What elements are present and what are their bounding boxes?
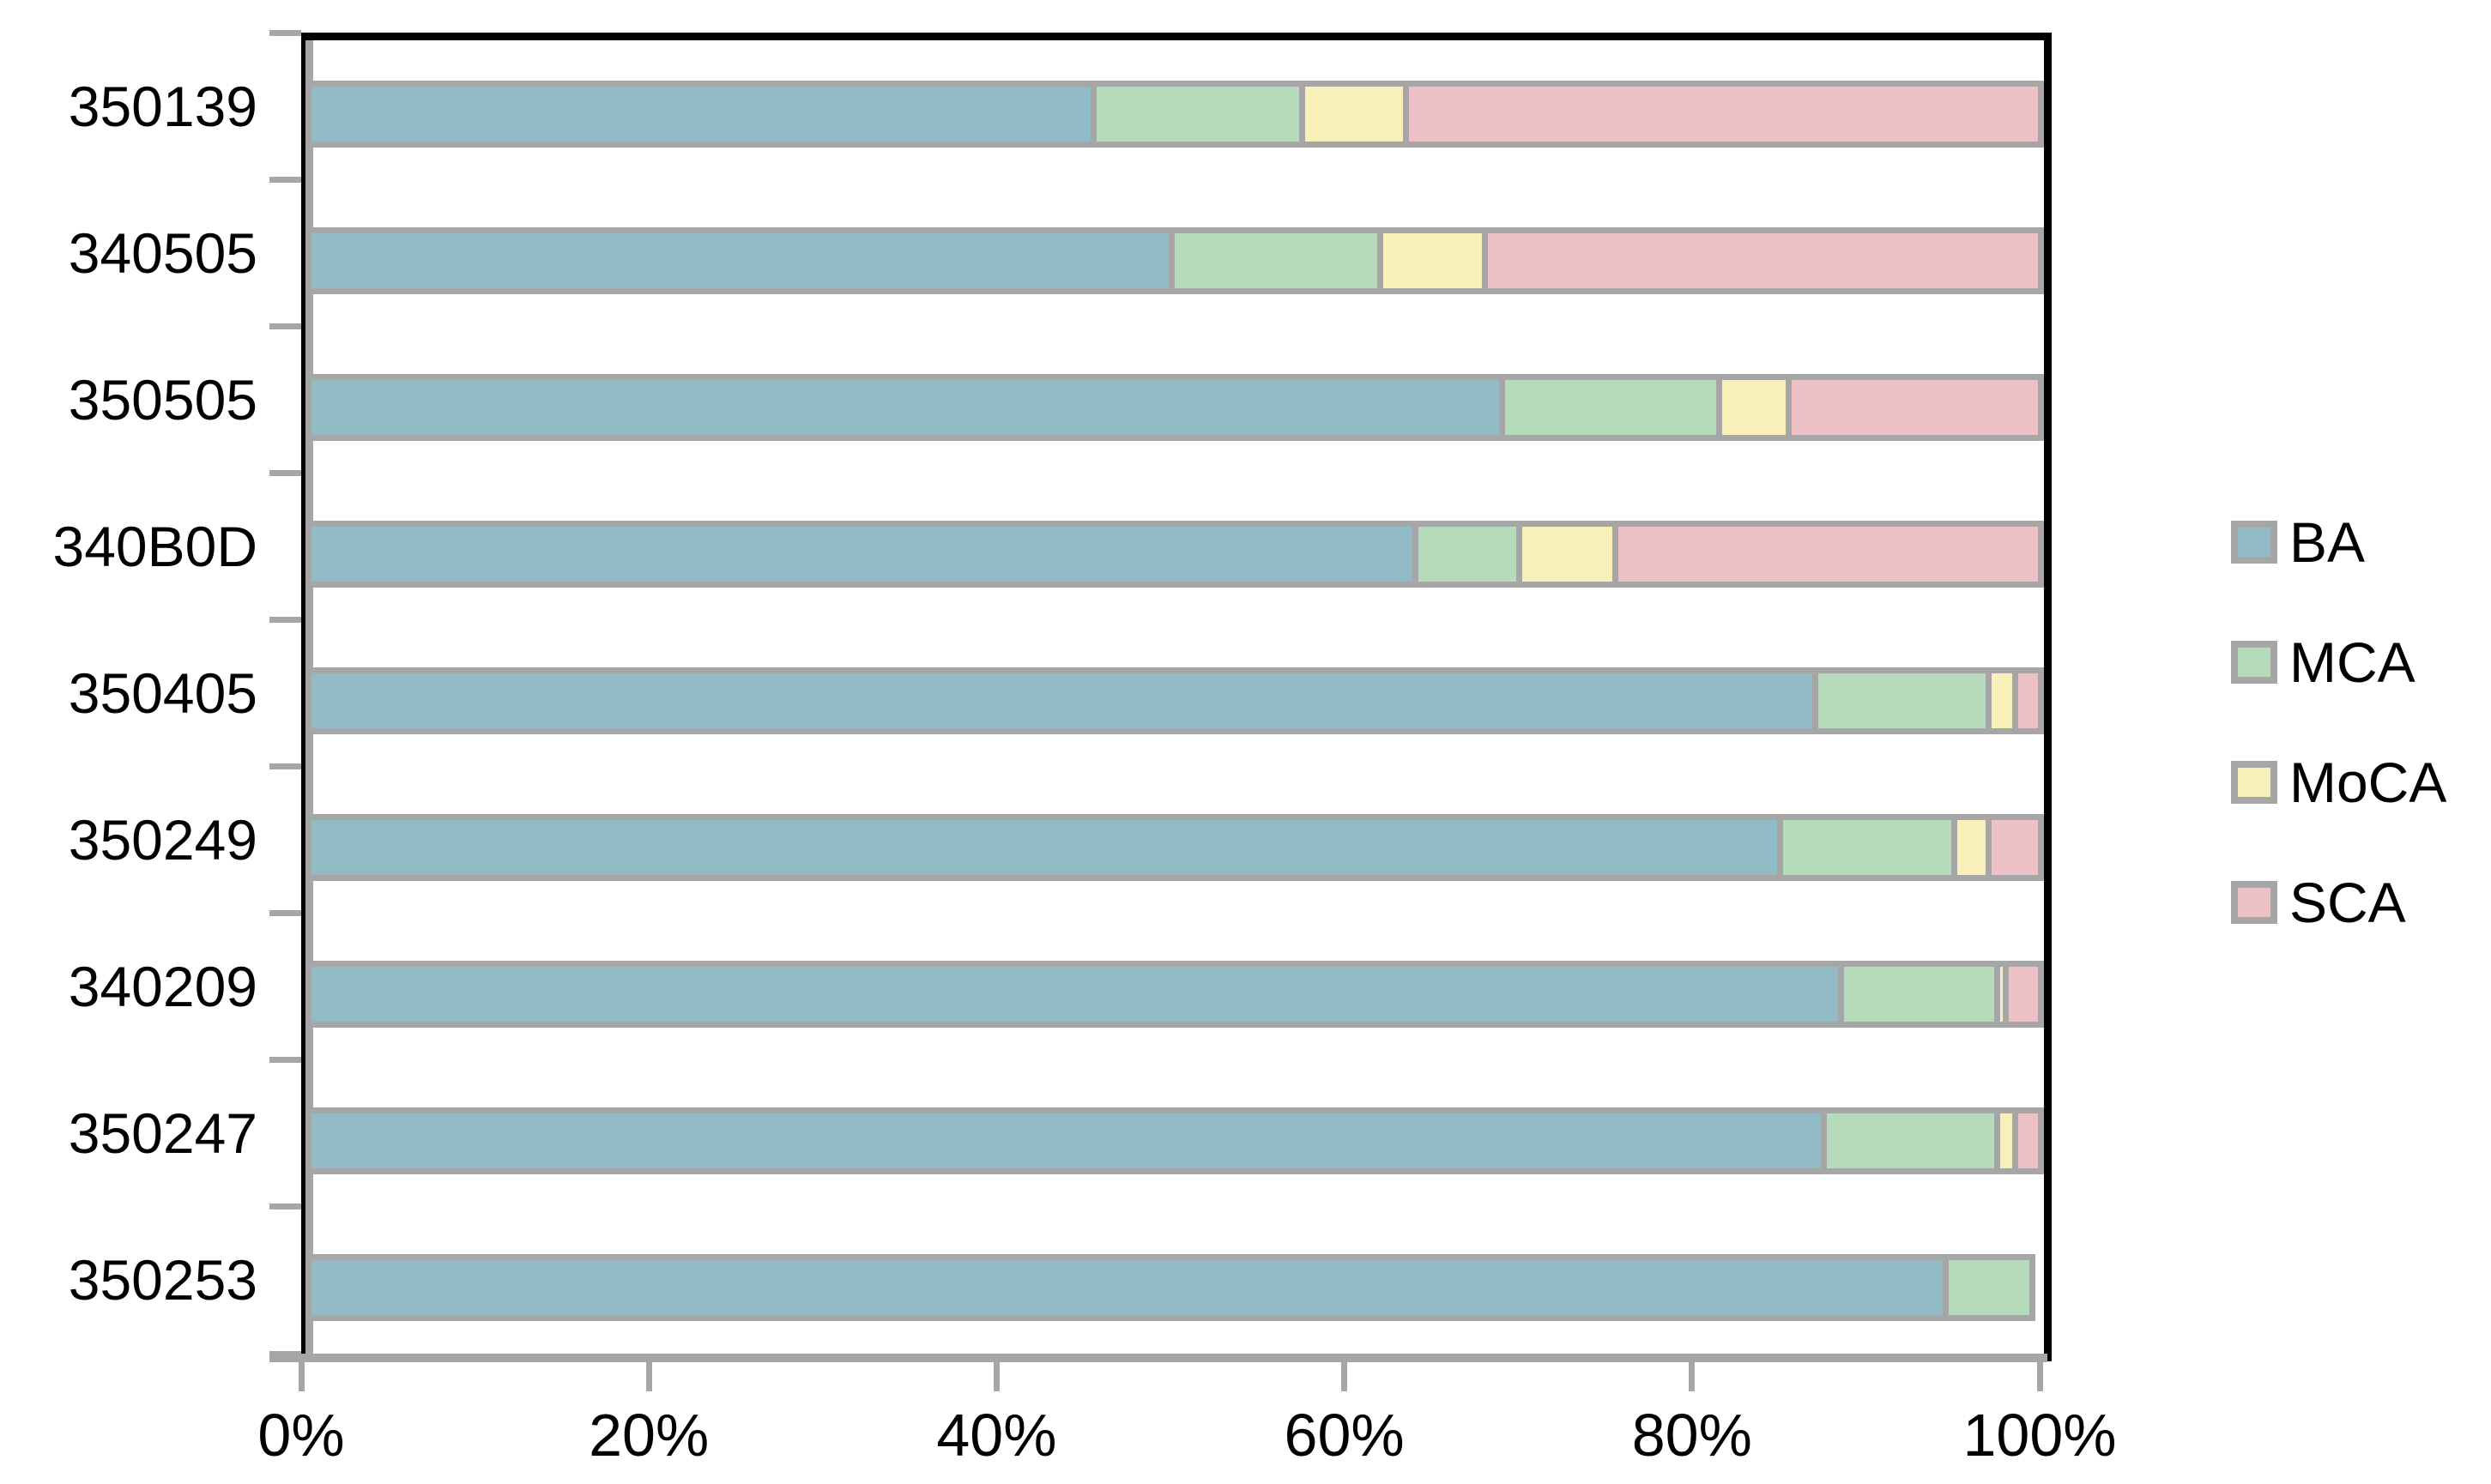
x-axis-label-60pct: 60% [1284, 1402, 1405, 1469]
bar-segment-340209-SCA [2009, 961, 2044, 1029]
bar-segment-350505-MoCA [1722, 373, 1793, 441]
x-axis-tick [2036, 1354, 2043, 1391]
bar-segment-350405-SCA [2017, 667, 2044, 734]
x-axis-line [269, 1354, 2047, 1362]
bar-row-340B0D [305, 520, 2044, 588]
legend-label-BA: BA [2289, 510, 2366, 574]
legend-label-SCA: SCA [2289, 871, 2406, 934]
bar-row-350139 [305, 80, 2044, 148]
y-axis-label-350139: 350139 [68, 74, 257, 138]
bar-segment-350247-BA [305, 1107, 1827, 1175]
legend-label-MoCA: MoCA [2289, 751, 2447, 814]
y-axis-tick [269, 763, 301, 770]
x-axis-tick [645, 1354, 652, 1391]
bar-segment-340B0D-MoCA [1522, 520, 1618, 588]
y-axis-tick [269, 176, 301, 183]
y-axis-tick [269, 323, 301, 329]
x-axis-tick [1689, 1354, 1696, 1391]
y-axis-tick [269, 1057, 301, 1064]
bar-segment-340505-MCA [1175, 226, 1384, 294]
bar-segment-350249-MoCA [1956, 814, 1992, 882]
bar-segment-350253-MCA [1948, 1254, 2035, 1322]
x-axis-label-40pct: 40% [936, 1402, 1057, 1469]
x-axis-label-0pct: 0% [257, 1402, 345, 1469]
bar-segment-350139-SCA [1409, 80, 2044, 148]
bar-segment-350139-MoCA [1304, 80, 1410, 148]
y-axis-label-350249: 350249 [68, 808, 257, 872]
legend-swatch-BA [2231, 521, 2277, 564]
bar-row-340209 [305, 961, 2044, 1029]
bar-segment-350505-MCA [1504, 373, 1723, 441]
bar-segment-340505-SCA [1487, 226, 2044, 294]
y-axis-tick [269, 29, 301, 36]
bar-row-350505 [305, 373, 2044, 441]
bar-segment-340209-MCA [1844, 961, 2001, 1029]
y-axis-label-350253: 350253 [68, 1248, 257, 1312]
bar-row-340505 [305, 226, 2044, 294]
y-axis-label-340505: 340505 [68, 220, 257, 285]
bar-segment-340B0D-BA [305, 520, 1418, 588]
plot-area [301, 33, 2052, 1361]
legend-swatch-SCA [2231, 881, 2277, 924]
bar-segment-340505-MoCA [1383, 226, 1488, 294]
x-axis-tick [993, 1354, 1000, 1391]
x-axis-tick [1341, 1354, 1348, 1391]
bar-row-350253 [305, 1254, 2035, 1322]
bar-segment-340B0D-MCA [1418, 520, 1523, 588]
bar-segment-340505-BA [305, 226, 1175, 294]
bar-segment-350139-BA [305, 80, 1097, 148]
bar-segment-350505-BA [305, 373, 1505, 441]
bar-segment-350405-BA [305, 667, 1818, 734]
bar-segment-340209-BA [305, 961, 1844, 1029]
y-axis-tick [269, 616, 301, 623]
bar-row-350405 [305, 667, 2044, 734]
bar-segment-350249-MCA [1783, 814, 1957, 882]
bar-segment-350247-SCA [2017, 1107, 2044, 1175]
bar-segment-350253-BA [305, 1254, 1949, 1322]
bar-segment-350247-MoCA [2000, 1107, 2018, 1175]
legend-swatch-MoCA [2231, 761, 2277, 804]
y-axis-label-340209: 340209 [68, 955, 257, 1019]
x-axis-tick [298, 1354, 305, 1391]
y-axis-label-350247: 350247 [68, 1101, 257, 1166]
y-axis-tick [269, 910, 301, 917]
bar-row-350247 [305, 1107, 2044, 1175]
y-axis-tick [269, 1203, 301, 1210]
bar-segment-350249-SCA [1992, 814, 2044, 882]
bar-segment-350249-BA [305, 814, 1784, 882]
x-axis-label-100pct: 100% [1962, 1402, 2117, 1469]
legend-entry-MoCA: MoCA [2231, 752, 2446, 812]
y-axis-tick [269, 469, 301, 476]
x-axis-label-20pct: 20% [589, 1402, 710, 1469]
bar-segment-340B0D-SCA [1617, 520, 2044, 588]
y-axis-label-350505: 350505 [68, 367, 257, 431]
legend-swatch-MCA [2231, 641, 2277, 684]
y-axis-label-340B0D: 340B0D [52, 514, 257, 578]
x-axis-label-80pct: 80% [1631, 1402, 1752, 1469]
y-axis-label-350405: 350405 [68, 661, 257, 725]
legend-entry-SCA: SCA [2231, 872, 2406, 932]
bar-row-350249 [305, 814, 2044, 882]
bar-segment-340209-MoCA [2000, 961, 2010, 1029]
bar-segment-350405-MCA [1817, 667, 1992, 734]
bar-segment-350405-MoCA [1992, 667, 2018, 734]
legend-label-MCA: MCA [2289, 630, 2415, 694]
y-axis-tick [269, 1350, 301, 1357]
bar-segment-350505-SCA [1792, 373, 2044, 441]
bar-segment-350247-MCA [1826, 1107, 2001, 1175]
legend-entry-MCA: MCA [2231, 632, 2415, 692]
bar-segment-350139-MCA [1096, 80, 1305, 148]
legend-entry-BA: BA [2231, 512, 2365, 572]
